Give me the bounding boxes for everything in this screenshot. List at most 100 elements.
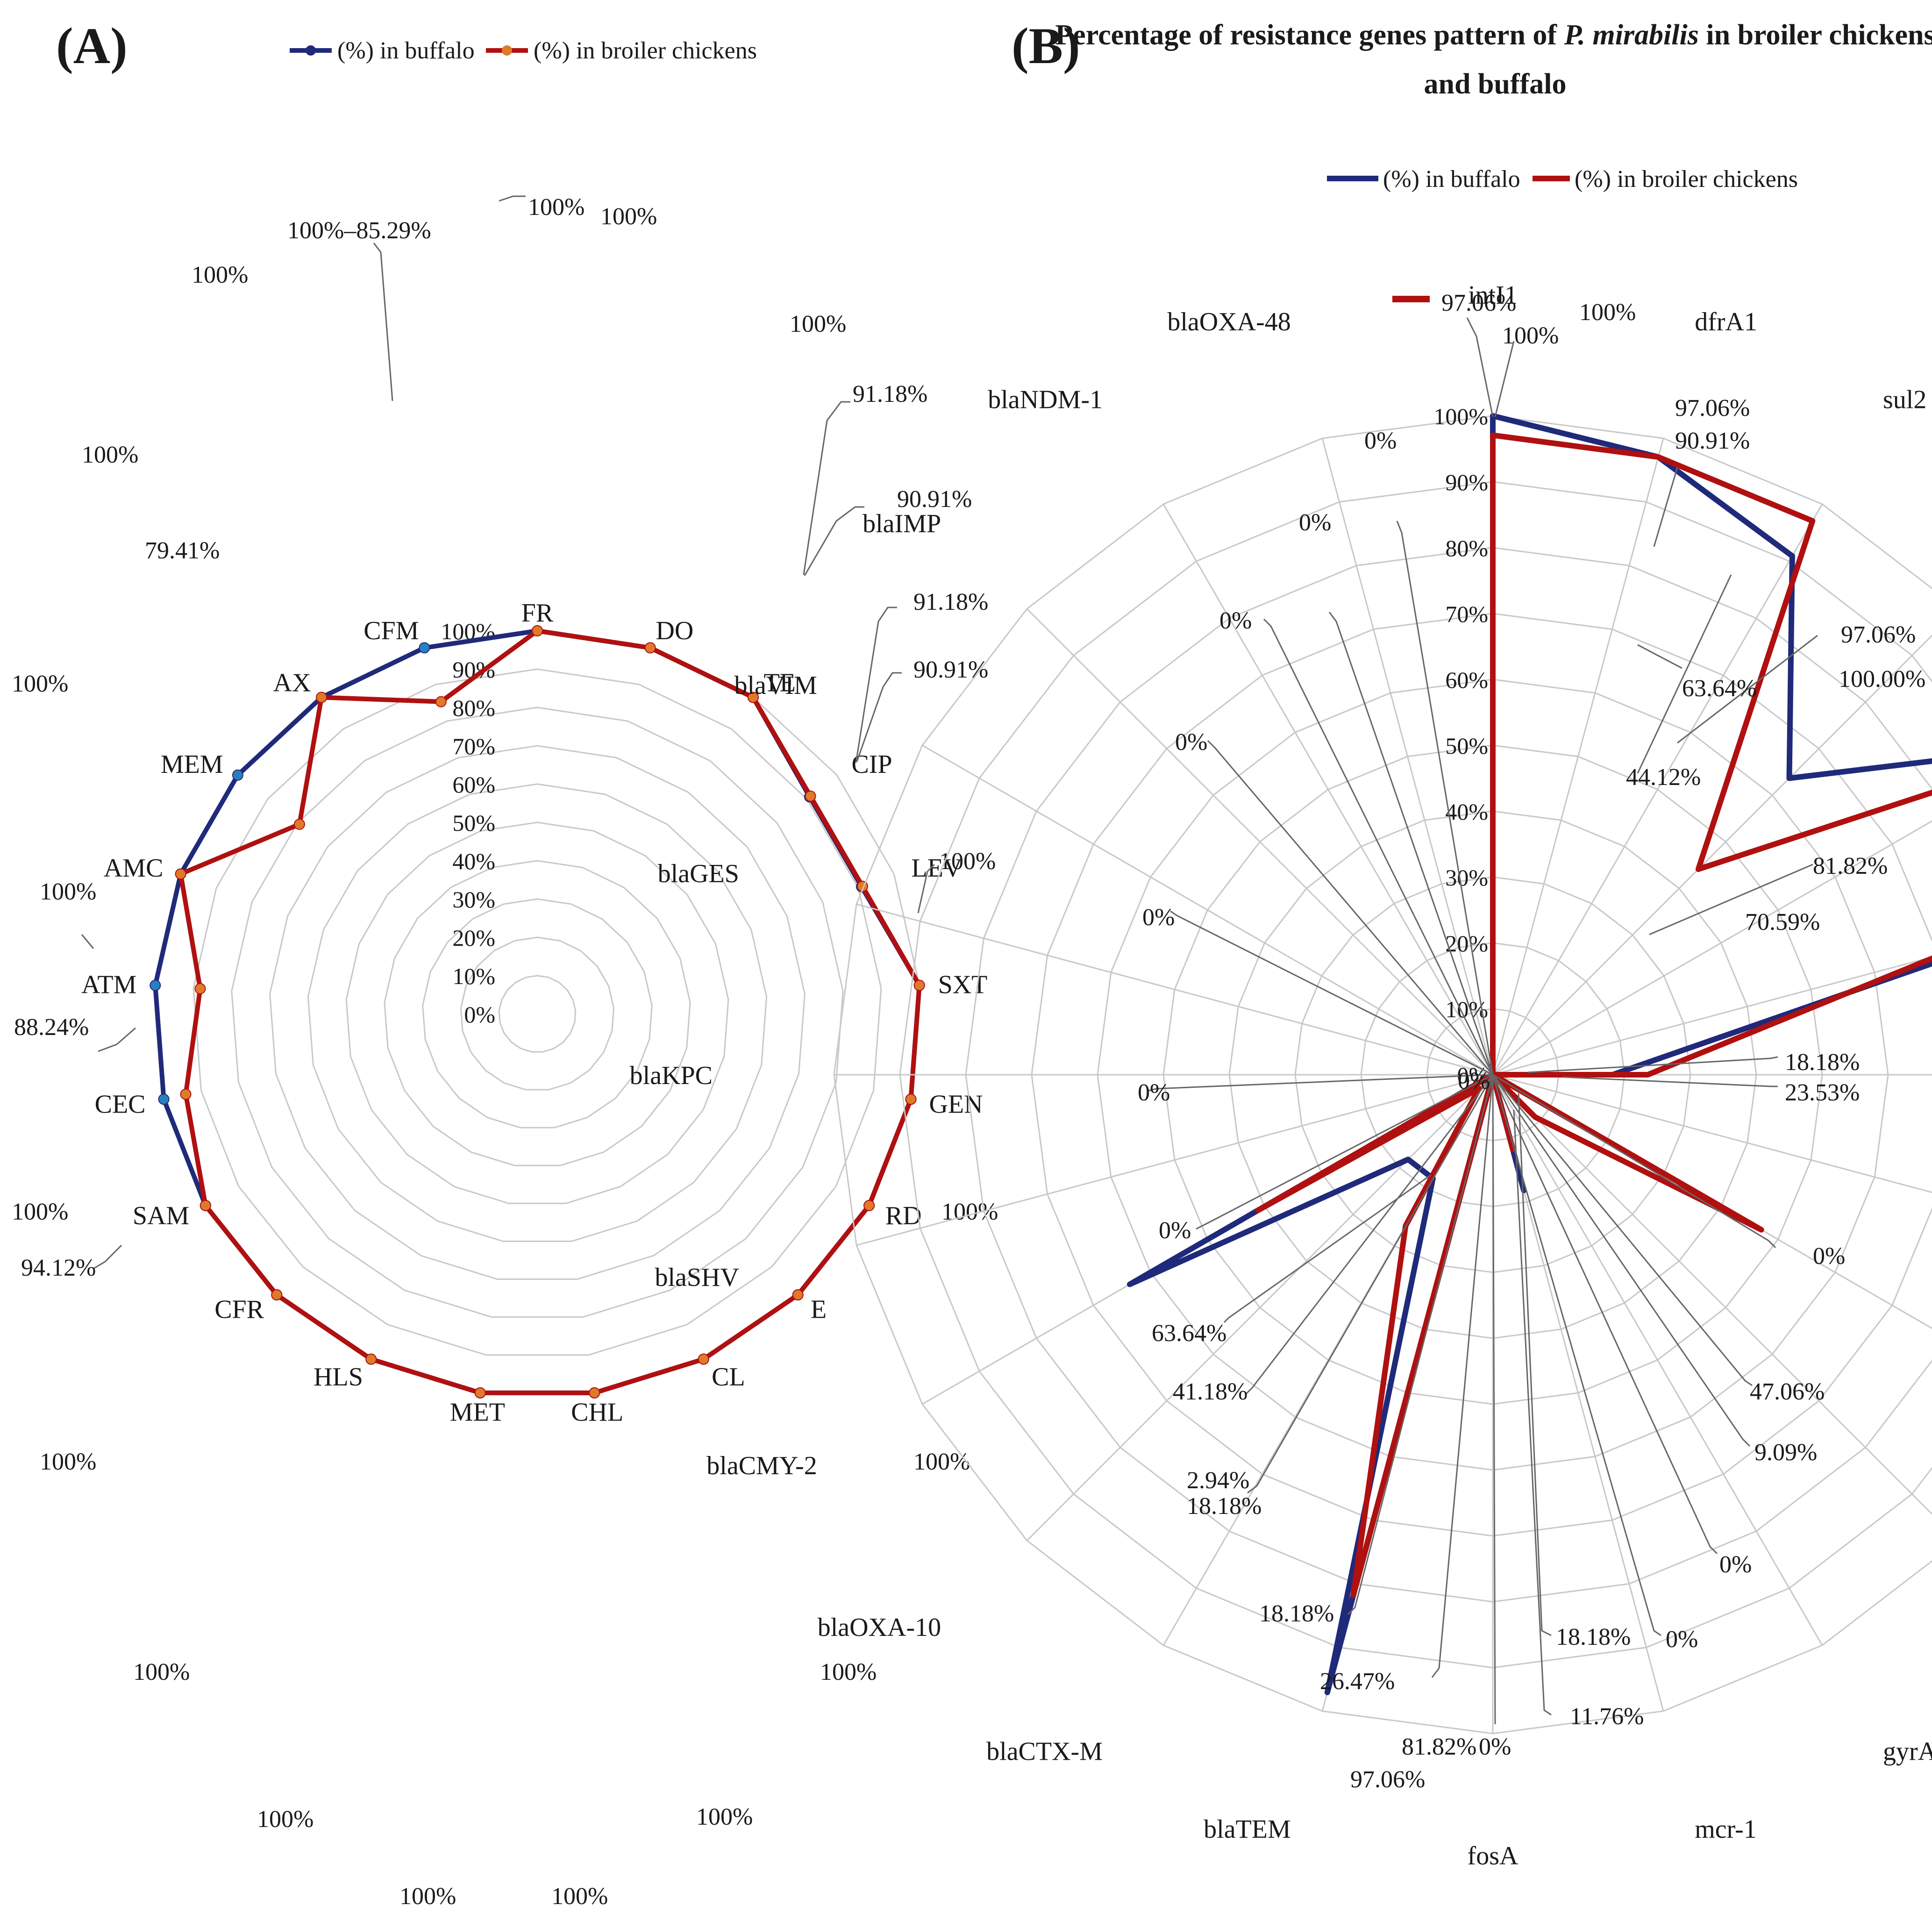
annot-b-center-zero: 0% — [1458, 1068, 1490, 1094]
annot-b-blaoxa10-chicken: 2.94% — [1187, 1467, 1249, 1494]
annot-b-blatem-chicken: 81.82% — [1402, 1734, 1476, 1760]
a-grid-ring-10 — [498, 975, 577, 1053]
annot-b-qnra-buffalo: 9.09% — [1754, 1439, 1817, 1466]
a-point-in-buffalo-cfm — [419, 642, 430, 654]
b-category-blacmy-2: blaCMY-2 — [706, 1451, 817, 1480]
annot-b-mcr1-buffalo: 18.18% — [1556, 1624, 1631, 1650]
annot-b-qnra-chicken: 47.06% — [1750, 1378, 1825, 1405]
annot-b-gyra: 0% — [1666, 1626, 1698, 1653]
a-point-in-broiler-chickens-met — [474, 1387, 486, 1399]
panel-a-radial-ticks: 0%10%20%30%40%50%60%70%80%90%100% — [441, 618, 495, 1028]
panel-a-category-labels: FR DO TE CIP LEV SXT GEN RD E CL CHL MET HLS CFR SAM CE… — [81, 599, 987, 1427]
a-point-in-broiler-chickens-hls — [365, 1353, 377, 1365]
annot-b-blacmy2-chicken: 41.18% — [1173, 1378, 1248, 1405]
b-category-dfra1: dfrA1 — [1695, 307, 1757, 336]
annot-a-cip-buffalo: 90.91% — [897, 486, 972, 513]
annot-b-fosa: 0% — [1479, 1734, 1511, 1760]
annot-b-blaoxa48: 0% — [1364, 428, 1397, 454]
annot-b-blandm1: 0% — [1299, 509, 1331, 536]
a-point-in-broiler-chickens-cfm — [435, 696, 447, 707]
annot-b-aada1-chicken: 97.06% — [1841, 621, 1916, 648]
annot-a-fr: 100% — [528, 194, 585, 221]
annot-a-cfr: 100% — [133, 1659, 190, 1685]
annot-a-atm-chicken: 88.24% — [14, 1014, 89, 1041]
b-category-blashv: blaSHV — [655, 1263, 739, 1292]
a-point-in-broiler-chickens-cec — [180, 1088, 192, 1100]
a-category-e: E — [811, 1295, 827, 1324]
a-category-amc: AMC — [104, 854, 164, 883]
a-tick-80: 80% — [452, 695, 495, 721]
a-point-in-broiler-chickens-cl — [698, 1353, 709, 1365]
panel-b-title-line2: and buffalo — [1424, 68, 1567, 100]
panel-b-legend: (%) in buffalo (%) in broiler chickens — [1327, 166, 1798, 302]
b-spoke-blashv — [856, 1074, 1493, 1246]
a-point-in-broiler-chickens-mem — [293, 819, 305, 830]
a-point-in-broiler-chickens-sxt — [913, 979, 925, 991]
b-spoke-blaoxa-10 — [1026, 1074, 1494, 1542]
b-category-inti1: intI1 — [1468, 281, 1518, 310]
a-point-in-broiler-chickens-gen — [905, 1093, 917, 1105]
panel-b-chart: (B) Percentage of resistance genes patte… — [630, 17, 1932, 1870]
a-category-te: TE — [763, 668, 795, 697]
annot-a-mem-buffalo: 100% — [82, 442, 138, 468]
annot-b-cata1-buffalo: 63.64% — [1682, 675, 1757, 702]
b-tick-70: 70% — [1445, 601, 1488, 627]
b-spoke-blavim — [922, 744, 1493, 1076]
panel-a-chart: (A) (%) in buffalo (%) in broiler chicke… — [12, 17, 998, 1910]
a-point-in-broiler-chickens-amc — [175, 868, 186, 880]
b-tick-40: 40% — [1445, 799, 1488, 825]
b-category-sul2: sul2 — [1883, 385, 1926, 414]
b-spoke-blaimp — [1026, 608, 1494, 1076]
legend-a-buffalo-label: (%) in buffalo — [337, 37, 475, 64]
annot-a-met: 100% — [399, 1883, 456, 1910]
a-category-mem: MEM — [161, 750, 223, 779]
annot-b-ermb-chicken: 23.53% — [1785, 1079, 1860, 1106]
b-series-in-broiler-chickens — [1255, 432, 1932, 1599]
annot-a-gen: 100% — [941, 1199, 998, 1225]
a-point-in-buffalo-atm — [150, 979, 161, 991]
b-tick-30: 30% — [1445, 864, 1488, 891]
legend-b-chicken-label: (%) in broiler chickens — [1575, 166, 1798, 193]
annot-a-lev-chicken: 91.18% — [913, 589, 988, 615]
a-category-cfm: CFM — [364, 616, 419, 645]
a-series-in-broiler-chickens — [178, 628, 922, 1395]
a-grid-ring-90 — [192, 668, 882, 1356]
a-category-cip: CIP — [851, 750, 892, 779]
a-point-in-broiler-chickens-e — [792, 1289, 804, 1301]
a-category-fr: FR — [521, 599, 554, 628]
a-grid-ring-50 — [345, 821, 729, 1204]
annot-a-hls: 100% — [257, 1806, 314, 1833]
annot-a-cec-buffalo: 100% — [12, 1199, 68, 1225]
a-category-sxt: SXT — [938, 971, 988, 999]
panel-b-label: (B) — [1012, 17, 1080, 74]
a-point-in-broiler-chickens-rd — [863, 1200, 875, 1211]
panel-a-label: (A) — [56, 17, 128, 74]
b-category-blaoxa-48: blaOXA-48 — [1167, 307, 1290, 336]
a-category-rd: RD — [885, 1201, 922, 1230]
annot-b-blatem-buffalo: 97.06% — [1350, 1766, 1425, 1793]
annot-a-te: 100% — [790, 311, 846, 337]
a-point-in-broiler-chickens-atm — [194, 983, 206, 994]
a-tick-50: 50% — [452, 810, 495, 836]
b-spoke-tet-m — [1492, 956, 1932, 1076]
title-b-species: P. mirabilis — [1564, 19, 1699, 51]
b-spoke-blages — [856, 903, 1493, 1076]
a-category-hls: HLS — [314, 1363, 363, 1392]
b-category-blaoxa-10: blaOXA-10 — [818, 1613, 941, 1642]
b-category-fosa: fosA — [1468, 1841, 1519, 1870]
a-point-in-broiler-chickens-chl — [589, 1387, 600, 1399]
b-spoke-blandm-1 — [1162, 504, 1494, 1075]
annot-b-blactxm-chicken: 26.47% — [1320, 1668, 1395, 1695]
b-category-blakpc: blaKPC — [630, 1061, 713, 1090]
b-spoke-sul2 — [1492, 504, 1823, 1075]
annot-b-sul2-buffalo: 90.91% — [1675, 428, 1750, 454]
panel-b-title-line1: Percentage of resistance genes pattern o… — [1055, 19, 1932, 51]
b-spoke-msra — [1492, 1074, 1932, 1193]
panel-a-series — [150, 625, 925, 1399]
a-grid-ring-40 — [384, 860, 691, 1166]
annot-a-amc: 100% — [12, 671, 68, 697]
annot-b-aada1-buffalo: 100.00% — [1839, 666, 1925, 692]
a-category-gen: GEN — [929, 1090, 983, 1119]
b-tick-80: 80% — [1445, 535, 1488, 561]
